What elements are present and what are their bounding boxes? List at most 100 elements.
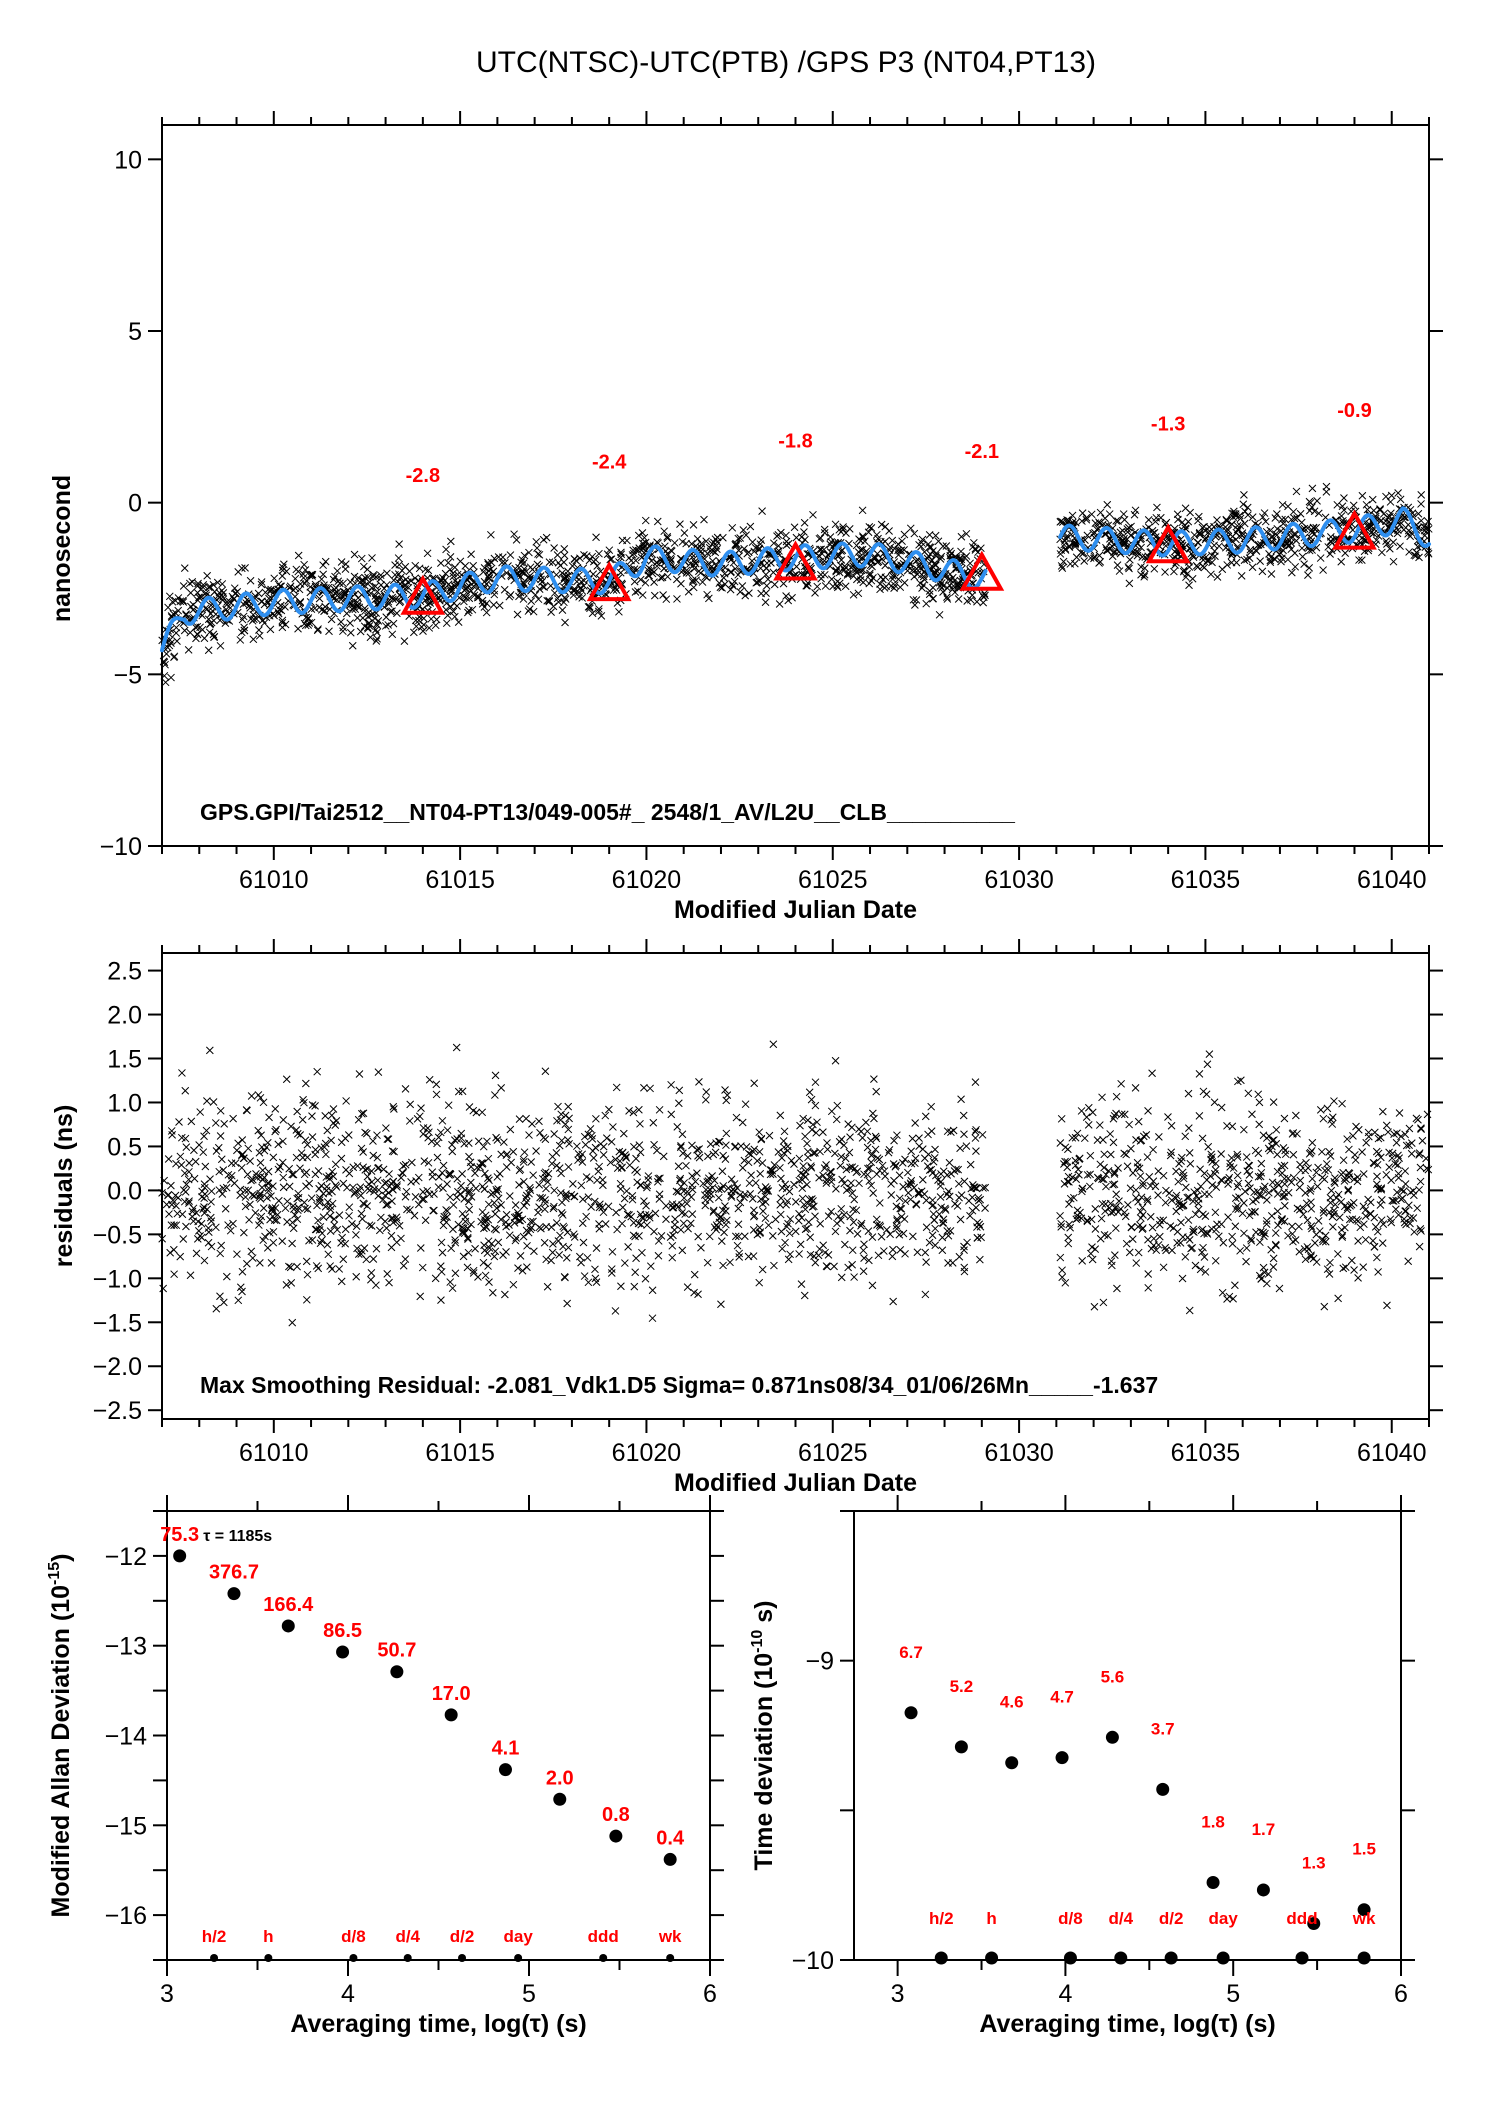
- data-point: [740, 544, 748, 553]
- residual-point: [326, 1262, 335, 1270]
- data-point: [890, 544, 899, 553]
- residual-point: [472, 1184, 480, 1193]
- data-point: [550, 544, 558, 552]
- data-point: [918, 535, 927, 544]
- residual-point: [747, 1171, 755, 1180]
- data-point: [769, 568, 778, 577]
- residual-point: [419, 1130, 428, 1138]
- residual-point: [784, 1255, 793, 1264]
- residual-point: [1395, 1109, 1404, 1117]
- residual-point: [176, 1152, 185, 1161]
- residual-point: [1102, 1182, 1110, 1191]
- residual-point: [1223, 1295, 1231, 1303]
- residual-point: [673, 1123, 682, 1131]
- data-point: [769, 539, 778, 548]
- data-point: [1339, 519, 1347, 528]
- residual-point: [542, 1184, 550, 1193]
- residual-point: [282, 1075, 291, 1084]
- data-point: [1341, 549, 1350, 557]
- data-point: [832, 566, 841, 575]
- residual-point: [1288, 1222, 1296, 1231]
- residual-point: [515, 1115, 524, 1123]
- residual-point: [855, 1125, 863, 1133]
- residual-point: [625, 1161, 634, 1170]
- x-tick-label: 61025: [798, 866, 868, 894]
- residual-point: [1064, 1145, 1072, 1154]
- data-point: [512, 535, 521, 544]
- data-point: [294, 551, 303, 560]
- residual-point: [444, 1101, 453, 1110]
- residual-point: [383, 1135, 392, 1144]
- residual-point: [1405, 1124, 1414, 1133]
- residual-point: [480, 1185, 489, 1193]
- residual-point: [589, 1154, 598, 1162]
- residual-point: [1350, 1266, 1358, 1274]
- residual-point: [417, 1104, 425, 1112]
- residual-point: [557, 1208, 566, 1217]
- residual-point: [1395, 1154, 1404, 1163]
- residual-point: [1280, 1188, 1288, 1197]
- residual-point: [302, 1257, 311, 1266]
- residual-point: [834, 1212, 843, 1221]
- residual-point: [313, 1067, 322, 1076]
- residual-point: [172, 1159, 180, 1168]
- data-point: [239, 612, 248, 621]
- residual-point: [1257, 1274, 1266, 1283]
- data-point: [1194, 516, 1202, 525]
- y-tick-label: −0.5: [93, 1221, 142, 1249]
- data-point: [968, 543, 977, 551]
- data-point: [210, 633, 218, 642]
- data-point: [1305, 564, 1314, 572]
- residual-point: [662, 1202, 670, 1210]
- data-point: [1424, 549, 1433, 558]
- data-point: [463, 608, 472, 617]
- data-point: [179, 582, 188, 590]
- residual-point: [769, 1040, 778, 1049]
- residual-point: [668, 1203, 677, 1212]
- residual-point: [757, 1134, 766, 1143]
- residual-point: [497, 1201, 506, 1209]
- data-point: [930, 560, 938, 568]
- residual-point: [490, 1252, 499, 1261]
- data-point: [748, 557, 756, 565]
- residual-point: [722, 1141, 730, 1150]
- residual-point: [795, 1250, 803, 1258]
- data-point: [1300, 560, 1308, 568]
- data-point: [925, 590, 934, 599]
- residual-point: [712, 1225, 721, 1234]
- residual-point: [757, 1135, 766, 1144]
- data-point: [490, 554, 499, 563]
- residual-point: [599, 1151, 608, 1159]
- data-point: [311, 604, 319, 613]
- residual-point: [1126, 1184, 1135, 1193]
- residual-point: [1145, 1172, 1154, 1181]
- residual-point: [326, 1212, 334, 1220]
- data-point: [708, 540, 716, 548]
- residual-point: [418, 1263, 427, 1272]
- residual-point: [1267, 1212, 1276, 1220]
- data-point: [383, 569, 391, 578]
- data-point: [1105, 510, 1114, 518]
- residual-point: [831, 1227, 840, 1236]
- residual-point: [466, 1158, 475, 1167]
- residual-point: [577, 1258, 585, 1267]
- residual-point: [770, 1261, 778, 1270]
- residual-point: [274, 1196, 283, 1205]
- residual-point: [591, 1265, 599, 1274]
- residual-point: [971, 1078, 980, 1087]
- residual-point: [609, 1123, 617, 1131]
- residual-point: [1224, 1213, 1232, 1221]
- residual-point: [575, 1252, 584, 1261]
- residual-point: [452, 1193, 461, 1202]
- data-point: [589, 570, 598, 579]
- residual-point: [1097, 1214, 1106, 1223]
- data-point: [274, 609, 283, 618]
- residual-point: [181, 1086, 190, 1095]
- residual-point: [938, 1233, 947, 1242]
- residual-point: [931, 1145, 939, 1154]
- residual-point: [247, 1092, 256, 1100]
- residual-point: [632, 1154, 640, 1163]
- residual-point: [415, 1112, 424, 1121]
- data-point: [943, 593, 951, 601]
